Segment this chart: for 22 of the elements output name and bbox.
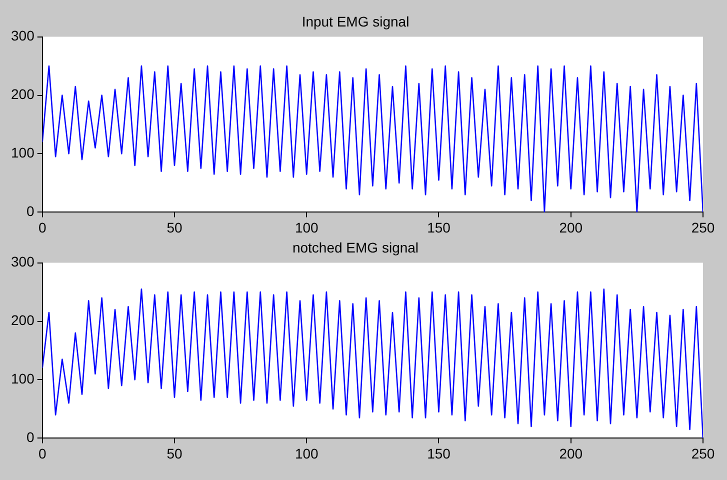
y-tick-label: 300 xyxy=(11,28,35,44)
y-tick-label: 0 xyxy=(26,429,35,446)
x-tick-label: 250 xyxy=(691,445,715,462)
y-tick-label: 100 xyxy=(11,144,35,161)
x-tick-label: 150 xyxy=(427,445,451,462)
x-tick-label: 0 xyxy=(38,445,46,462)
x-tick-label: 100 xyxy=(294,219,319,236)
y-tick-label: 100 xyxy=(11,370,35,387)
x-tick-label: 200 xyxy=(559,445,583,462)
y-tick-label: 200 xyxy=(11,86,35,102)
chart-title: notched EMG signal xyxy=(292,239,419,256)
x-tick-label: 0 xyxy=(38,219,46,236)
y-tick-label: 200 xyxy=(11,312,35,328)
x-tick-label: 50 xyxy=(166,219,182,236)
x-tick-label: 50 xyxy=(166,445,182,462)
x-tick-label: 100 xyxy=(294,445,319,462)
y-tick-label: 300 xyxy=(11,254,35,270)
x-tick-label: 250 xyxy=(691,219,715,236)
x-tick-label: 150 xyxy=(427,219,451,236)
x-tick-label: 200 xyxy=(559,219,583,236)
chart-title: Input EMG signal xyxy=(302,13,410,30)
y-tick-label: 0 xyxy=(26,203,35,220)
